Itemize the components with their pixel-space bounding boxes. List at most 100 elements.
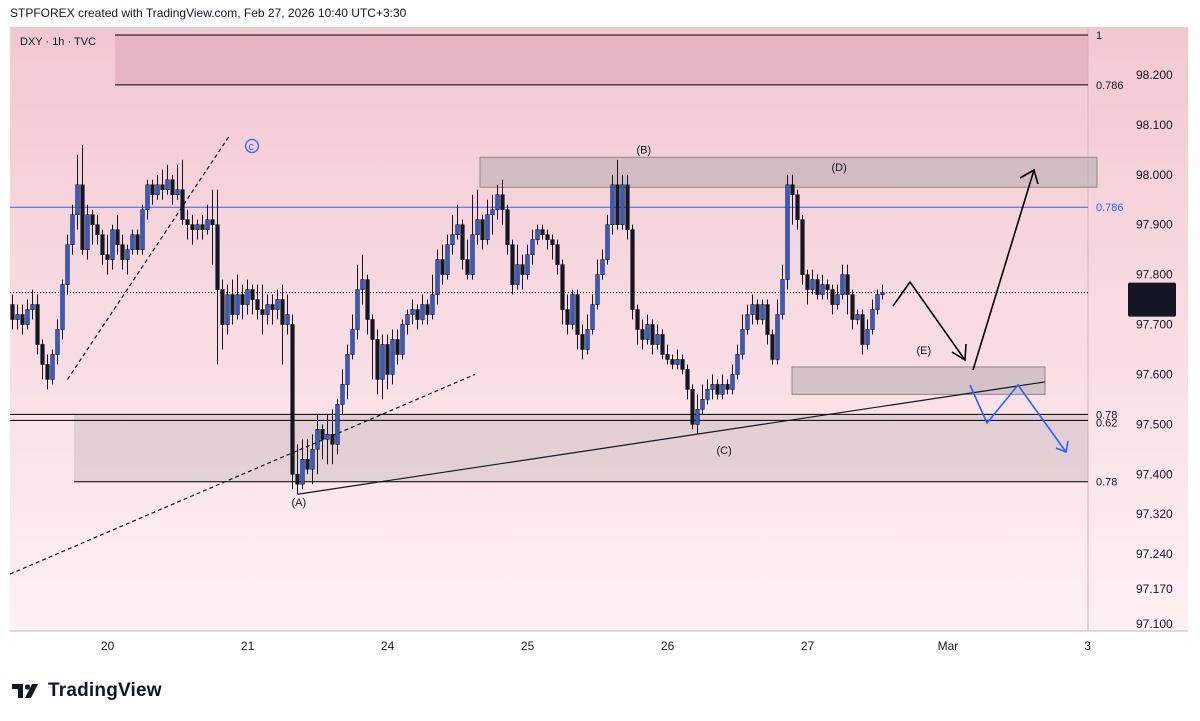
candle-body[interactable] (455, 224, 460, 235)
candle-body[interactable] (190, 224, 195, 230)
candle-body[interactable] (285, 314, 290, 325)
target-zone[interactable] (791, 366, 1046, 395)
candle-body[interactable] (425, 304, 430, 315)
candle-body[interactable] (735, 354, 740, 375)
candle-body[interactable] (20, 314, 25, 325)
candle-body[interactable] (130, 234, 135, 250)
candle-body[interactable] (60, 284, 65, 330)
triangle-lower-trendline[interactable] (297, 381, 1046, 495)
candle-body[interactable] (780, 279, 785, 315)
candle-body[interactable] (410, 309, 415, 315)
candle-body[interactable] (25, 309, 30, 325)
candle-body[interactable] (205, 219, 210, 230)
candle-body[interactable] (30, 304, 35, 310)
candle-body[interactable] (720, 384, 725, 395)
candle-body[interactable] (100, 234, 105, 255)
candle-body[interactable] (630, 229, 635, 310)
candle-body[interactable] (50, 354, 55, 380)
candle-body[interactable] (810, 279, 815, 290)
candle-body[interactable] (95, 224, 100, 235)
candle-body[interactable] (610, 184, 615, 225)
candle-body[interactable] (495, 194, 500, 211)
candle-body[interactable] (310, 448, 315, 470)
candle-body[interactable] (445, 244, 450, 275)
candle-body[interactable] (500, 194, 505, 211)
candle-body[interactable] (405, 314, 410, 325)
candle-body[interactable] (335, 404, 340, 445)
candle-body[interactable] (10, 304, 15, 320)
candle-body[interactable] (690, 389, 695, 425)
chart-pane[interactable] (10, 27, 1088, 631)
candle-body[interactable] (390, 339, 395, 375)
candle-body[interactable] (125, 249, 130, 260)
candle-body[interactable] (145, 184, 150, 211)
candle-body[interactable] (730, 374, 735, 390)
candle-body[interactable] (705, 389, 710, 400)
candle-body[interactable] (110, 229, 115, 260)
candle-body[interactable] (865, 329, 870, 345)
candle-body[interactable] (835, 294, 840, 305)
candle-body[interactable] (55, 329, 60, 355)
candle-body[interactable] (525, 254, 530, 275)
candle-body[interactable] (815, 279, 820, 295)
candle-body[interactable] (440, 259, 445, 275)
candle-body[interactable] (165, 179, 170, 191)
candle-body[interactable] (85, 214, 90, 250)
candle-body[interactable] (75, 184, 80, 215)
candle-body[interactable] (640, 329, 645, 340)
candle-body[interactable] (545, 234, 550, 240)
candle-body[interactable] (150, 184, 155, 196)
fib-zone-top[interactable] (115, 35, 1088, 85)
candle-body[interactable] (580, 334, 585, 350)
candle-body[interactable] (250, 289, 255, 300)
candle-body[interactable] (875, 294, 880, 310)
candle-body[interactable] (215, 224, 220, 290)
candle-body[interactable] (295, 473, 300, 485)
candle-body[interactable] (260, 309, 265, 315)
candle-body[interactable] (70, 214, 75, 245)
candle-body[interactable] (845, 274, 850, 295)
candle-body[interactable] (370, 319, 375, 340)
candle-body[interactable] (605, 224, 610, 260)
candle-body[interactable] (785, 184, 790, 280)
candle-body[interactable] (790, 184, 795, 196)
candle-body[interactable] (430, 294, 435, 315)
candle-body[interactable] (830, 289, 835, 305)
candle-body[interactable] (270, 304, 275, 310)
candle-body[interactable] (80, 184, 85, 250)
candle-body[interactable] (360, 279, 365, 290)
candle-body[interactable] (480, 219, 485, 240)
candle-body[interactable] (245, 289, 250, 305)
candle-body[interactable] (860, 314, 865, 345)
candle-body[interactable] (320, 429, 325, 440)
candle-body[interactable] (490, 209, 495, 215)
candle-body[interactable] (535, 229, 540, 240)
alternate-projection-path[interactable] (969, 383, 1067, 453)
candle-body[interactable] (870, 309, 875, 330)
candle-body[interactable] (325, 434, 330, 440)
candle-body[interactable] (475, 219, 480, 235)
candle-body[interactable] (820, 284, 825, 295)
candle-body[interactable] (560, 264, 565, 310)
candle-body[interactable] (555, 244, 560, 265)
candle-body[interactable] (840, 274, 845, 295)
candle-body[interactable] (485, 214, 490, 240)
candle-body[interactable] (540, 229, 545, 235)
candle-body[interactable] (825, 284, 830, 290)
candle-body[interactable] (635, 309, 640, 330)
candle-body[interactable] (590, 304, 595, 330)
candle-body[interactable] (700, 399, 705, 410)
candle-body[interactable] (395, 339, 400, 355)
candle-body[interactable] (330, 434, 335, 445)
candle-body[interactable] (760, 304, 765, 320)
candle-body[interactable] (550, 239, 555, 245)
candle-body[interactable] (400, 324, 405, 355)
candle-body[interactable] (450, 234, 455, 245)
candle-body[interactable] (515, 264, 520, 285)
candle-body[interactable] (180, 189, 185, 220)
candle-body[interactable] (880, 292, 885, 295)
candle-body[interactable] (225, 294, 230, 325)
candle-body[interactable] (280, 299, 285, 325)
candle-body[interactable] (620, 184, 625, 225)
